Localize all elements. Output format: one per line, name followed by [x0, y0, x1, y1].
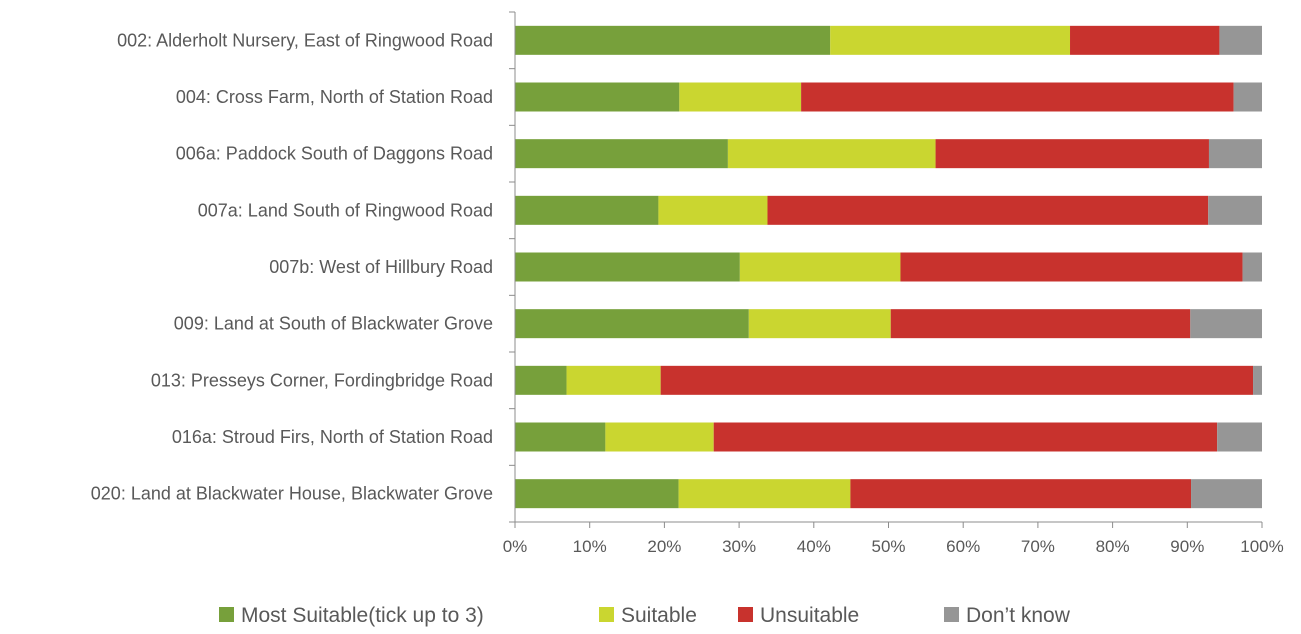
x-tick-label: 30%	[722, 537, 756, 556]
category-label: 013: Presseys Corner, Fordingbridge Road	[151, 370, 493, 390]
bar-segment	[515, 252, 740, 282]
bar-segment	[1217, 422, 1262, 452]
category-label: 016a: Stroud Firs, North of Station Road	[172, 427, 493, 447]
bar-segment	[1190, 309, 1262, 339]
bar-segment	[1253, 365, 1262, 395]
legend: Most Suitable(tick up to 3) Suitable Unsui…	[219, 604, 1071, 627]
x-tick-label: 40%	[797, 537, 831, 556]
bar-segment	[713, 422, 1218, 452]
bars	[515, 25, 1262, 509]
legend-label: Suitable	[621, 604, 697, 627]
x-tick-label: 70%	[1021, 537, 1055, 556]
bar-segment	[679, 82, 802, 112]
x-tick-label: 0%	[503, 537, 528, 556]
category-label: 007a: Land South of Ringwood Road	[198, 200, 493, 220]
bar-segment	[739, 252, 901, 282]
bar-segment	[830, 25, 1071, 55]
bar-segment	[515, 365, 567, 395]
legend-swatch	[219, 607, 234, 622]
category-label: 006a: Paddock South of Daggons Road	[176, 144, 493, 164]
category-label: 007b: West of Hillbury Road	[269, 257, 493, 277]
bar-segment	[850, 479, 1192, 509]
x-tick-labels: 0% 10% 20% 30% 40% 50% 60% 70% 80% 90% 100%	[503, 537, 1284, 556]
bar-segment	[605, 422, 714, 452]
legend-swatch	[599, 607, 614, 622]
x-tick-label: 50%	[871, 537, 905, 556]
x-tick-label: 60%	[946, 537, 980, 556]
bar-segment	[1208, 139, 1262, 169]
bar-segment	[678, 479, 851, 509]
bar-segment	[566, 365, 661, 395]
bar-segment	[801, 82, 1234, 112]
bar-segment	[1242, 252, 1262, 282]
axes	[509, 11, 1263, 528]
legend-swatch	[738, 607, 753, 622]
bar-segment	[515, 309, 749, 339]
legend-label: Most Suitable(tick up to 3)	[241, 604, 484, 627]
category-label: 020: Land at Blackwater House, Blackwate…	[91, 484, 493, 504]
bar-segment	[658, 195, 768, 225]
x-tick-label: 100%	[1240, 537, 1283, 556]
bar-segment	[515, 195, 659, 225]
bar-segment	[515, 422, 606, 452]
bar-segment	[748, 309, 891, 339]
bar-segment	[1233, 82, 1262, 112]
legend-swatch	[944, 607, 959, 622]
x-tick-label: 80%	[1096, 537, 1130, 556]
bar-segment	[515, 479, 679, 509]
bar-segment	[935, 139, 1209, 169]
category-label: 009: Land at South of Blackwater Grove	[174, 314, 493, 334]
x-tick-label: 90%	[1170, 537, 1204, 556]
x-tick-label: 10%	[573, 537, 607, 556]
bar-segment	[1070, 25, 1220, 55]
category-label: 004: Cross Farm, North of Station Road	[176, 87, 493, 107]
category-label: 002: Alderholt Nursery, East of Ringwood…	[117, 30, 493, 50]
bar-segment	[1208, 195, 1262, 225]
bar-segment	[515, 25, 831, 55]
bar-segment	[767, 195, 1209, 225]
bar-segment	[515, 139, 728, 169]
bar-segment	[1219, 25, 1262, 55]
legend-label: Don’t know	[966, 604, 1071, 627]
bar-segment	[660, 365, 1254, 395]
category-labels: 002: Alderholt Nursery, East of Ringwood…	[91, 30, 493, 503]
bar-segment	[515, 82, 680, 112]
x-tick-label: 20%	[647, 537, 681, 556]
legend-label: Unsuitable	[760, 604, 859, 627]
bar-segment	[727, 139, 936, 169]
bar-segment	[890, 309, 1191, 339]
bar-segment	[900, 252, 1243, 282]
bar-segment	[1191, 479, 1262, 509]
